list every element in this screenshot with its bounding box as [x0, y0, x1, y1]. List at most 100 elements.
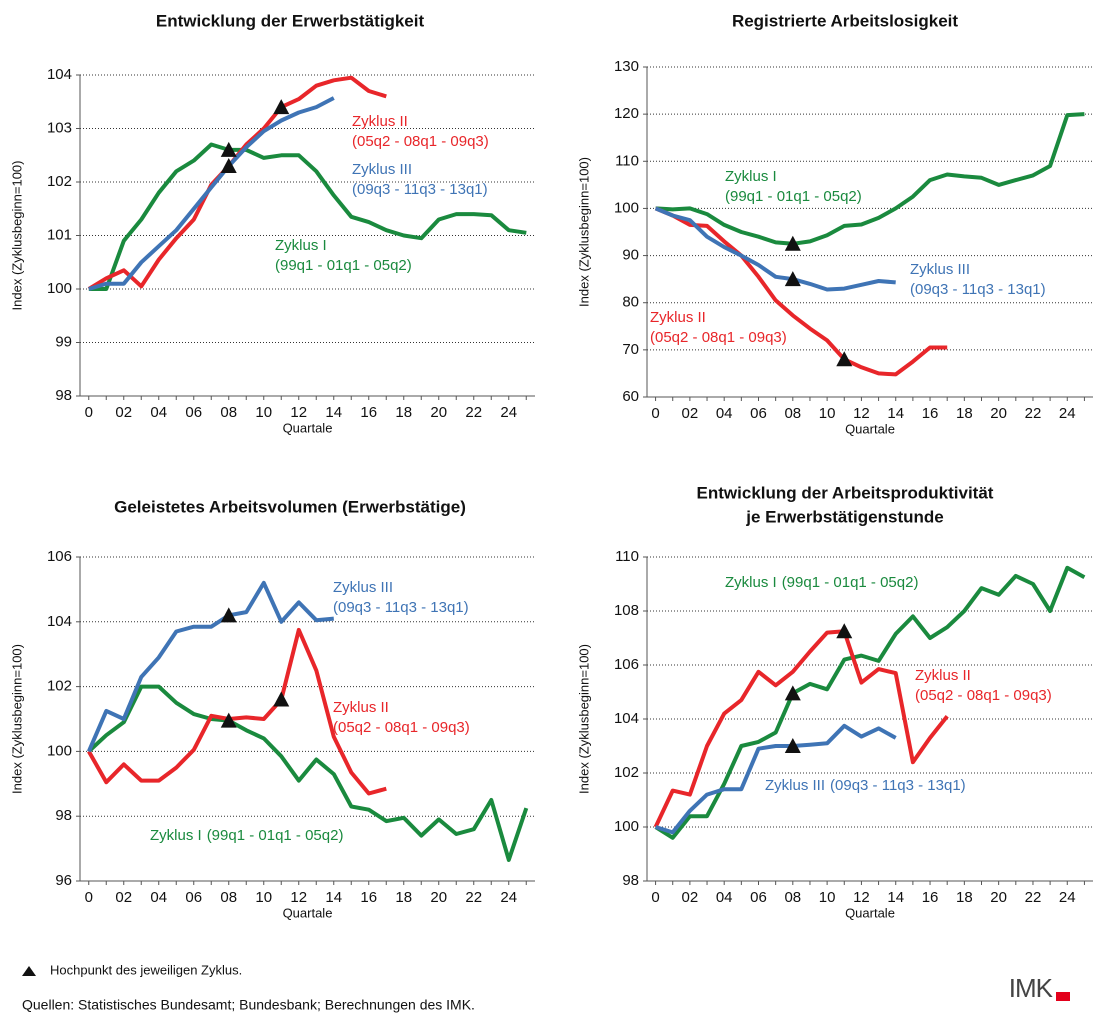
series-label: Zyklus II (05q2 - 08q1 - 09q3) — [352, 113, 489, 150]
x-tick-label: 04 — [150, 404, 167, 421]
y-tick-label: 80 — [622, 294, 639, 311]
y-tick-label: 102 — [47, 678, 72, 695]
series-period: (99q1 - 01q1 - 05q2) — [275, 257, 412, 274]
series-name: Zyklus III — [352, 161, 412, 178]
series-name: Zyklus II — [333, 699, 389, 716]
series-line — [655, 112, 1085, 246]
y-tick-label: 90 — [622, 247, 639, 264]
x-tick-label: 24 — [500, 889, 517, 906]
series-period: (99q1 - 01q1 - 05q2) — [207, 827, 344, 844]
series-name: Zyklus III — [910, 261, 970, 278]
x-tick-label: 16 — [360, 404, 377, 421]
x-tick-label: 12 — [853, 889, 870, 906]
series-period: (05q2 - 08q1 - 09q3) — [915, 687, 1052, 704]
x-tick-label: 22 — [465, 889, 482, 906]
series-period: (09q3 - 11q3 - 13q1) — [333, 599, 469, 616]
series-line — [654, 723, 897, 835]
x-tick-label: 18 — [395, 404, 412, 421]
legend-note: Hochpunkt des jeweiligen Zyklus. — [50, 962, 242, 977]
y-tick-label: 100 — [47, 280, 72, 297]
y-tick-label: 98 — [55, 807, 72, 824]
y-tick-label: 103 — [47, 119, 72, 136]
x-tick-label: 20 — [430, 889, 447, 906]
y-tick-label: 108 — [614, 602, 639, 619]
chart-title: je Erwerbstätigenstunde — [745, 507, 943, 526]
series-period: (09q3 - 11q3 - 13q1) — [830, 777, 966, 794]
x-tick-label: 06 — [750, 405, 767, 422]
series-name: Zyklus III — [765, 777, 825, 794]
y-axis-label: Index (Zyklusbeginn=100) — [9, 644, 24, 794]
series-name: Zyklus II — [650, 309, 706, 326]
x-tick-label: 12 — [290, 889, 307, 906]
x-tick-label: 06 — [750, 889, 767, 906]
peak-marker — [273, 99, 290, 115]
x-tick-label: 0 — [651, 405, 659, 422]
x-tick-label: 14 — [325, 889, 342, 906]
x-tick-label: 12 — [290, 404, 307, 421]
series-label: Zyklus II (05q2 - 08q1 - 09q3) — [333, 699, 470, 736]
x-tick-label: 08 — [784, 405, 801, 422]
series-label: Zyklus II (05q2 - 08q1 - 09q3) — [650, 309, 787, 346]
y-tick-label: 100 — [47, 742, 72, 759]
series-name: Zyklus I — [725, 168, 777, 185]
x-tick-label: 18 — [956, 889, 973, 906]
y-tick-label: 102 — [614, 764, 639, 781]
x-tick-label: 20 — [990, 405, 1007, 422]
x-tick-label: 04 — [716, 889, 733, 906]
x-axis-label: Quartale — [845, 905, 895, 920]
series-name: Zyklus II — [915, 667, 971, 684]
peak-marker — [220, 141, 237, 157]
y-axis-label: Index (Zyklusbeginn=100) — [9, 161, 24, 311]
peak-marker — [784, 738, 801, 753]
series-line — [87, 684, 529, 862]
peak-marker — [784, 271, 801, 287]
series-line — [653, 629, 949, 828]
series-label: Zyklus III (09q3 - 11q3 - 13q1) — [333, 579, 469, 616]
series-label: Zyklus III (09q3 - 11q3 - 13q1) — [910, 261, 1046, 298]
y-tick-label: 120 — [614, 105, 639, 122]
series-period: (09q3 - 11q3 - 13q1) — [352, 181, 488, 198]
series-line — [86, 580, 334, 753]
x-tick-label: 06 — [185, 889, 202, 906]
x-tick-label: 24 — [500, 404, 517, 421]
x-tick-label: 02 — [115, 889, 132, 906]
y-tick-label: 99 — [55, 333, 72, 350]
x-tick-label: 22 — [465, 404, 482, 421]
x-tick-label: 22 — [1025, 889, 1042, 906]
y-tick-label: 104 — [614, 710, 639, 727]
logo: IMK — [1009, 973, 1054, 1003]
y-tick-label: 106 — [614, 656, 639, 673]
x-tick-label: 18 — [395, 889, 412, 906]
series-label: Zyklus III (09q3 - 11q3 - 13q1) — [352, 161, 488, 198]
series-period: (05q2 - 08q1 - 09q3) — [333, 719, 470, 736]
series-label: Zyklus I (99q1 - 01q1 - 05q2) — [725, 168, 862, 205]
series-label: Zyklus II (05q2 - 08q1 - 09q3) — [915, 667, 1052, 704]
y-tick-label: 96 — [55, 872, 72, 889]
y-tick-label: 102 — [47, 173, 72, 190]
series-label: Zyklus III (09q3 - 11q3 - 13q1) — [765, 777, 966, 794]
y-tick-label: 110 — [615, 152, 639, 169]
x-tick-label: 0 — [651, 889, 659, 906]
y-tick-label: 98 — [622, 872, 639, 889]
x-tick-label: 08 — [784, 889, 801, 906]
legend-triangle — [22, 966, 36, 976]
series-line — [654, 206, 896, 292]
x-tick-label: 0 — [85, 404, 93, 421]
x-tick-label: 08 — [220, 404, 237, 421]
y-axis-label: Index (Zyklusbeginn=100) — [576, 644, 591, 794]
chart-title: Entwicklung der Erwerbstätigkeit — [156, 11, 425, 30]
y-tick-label: 110 — [615, 548, 639, 565]
x-tick-label: 18 — [956, 405, 973, 422]
source-note: Quellen: Statistisches Bundesamt; Bundes… — [22, 997, 475, 1013]
x-tick-label: 10 — [819, 889, 836, 906]
series-label: Zyklus I (99q1 - 01q1 - 05q2) — [725, 574, 918, 591]
x-axis-label: Quartale — [283, 420, 333, 435]
series-period: (99q1 - 01q1 - 05q2) — [725, 188, 862, 205]
y-tick-label: 104 — [47, 66, 72, 83]
y-tick-label: 100 — [614, 818, 639, 835]
peak-marker — [836, 351, 853, 367]
x-tick-label: 04 — [150, 889, 167, 906]
y-tick-label: 98 — [55, 387, 72, 404]
y-tick-label: 104 — [47, 613, 72, 630]
